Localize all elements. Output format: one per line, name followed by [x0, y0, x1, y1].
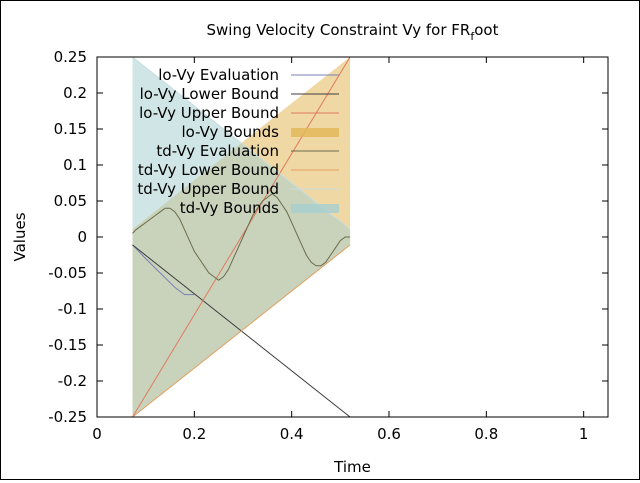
x-axis-label: Time: [333, 458, 371, 476]
x-tick-label: 0.2: [182, 425, 206, 443]
legend-label-td-vy-upper-bound: td-Vy Upper Bound: [137, 180, 279, 198]
x-tick-label: 0: [92, 425, 102, 443]
series-line-td-vy-lower-bound: [132, 244, 351, 418]
legend-label-lo-vy-bounds: lo-Vy Bounds: [182, 123, 280, 141]
legend-label-lo-vy-upper-bound: lo-Vy Upper Bound: [139, 104, 279, 122]
chart-title: Swing Velocity Constraint Vy for FRfoot: [207, 21, 499, 43]
legend-swatch-lo-vy-bounds: [291, 128, 339, 137]
y-tick-label: -0.25: [48, 408, 87, 426]
legend-label-td-vy-lower-bound: td-Vy Lower Bound: [138, 161, 279, 179]
y-tick-label: -0.2: [58, 372, 87, 390]
y-tick-label: 0.05: [54, 192, 87, 210]
y-tick-label: 0.25: [54, 48, 87, 66]
chart-title-tail: oot: [474, 21, 498, 39]
legend-label-td-vy-evaluation: td-Vy Evaluation: [156, 142, 279, 160]
y-tick-label: 0.1: [63, 156, 87, 174]
y-tick-label: 0.2: [63, 84, 87, 102]
tick-layer: 0 0.2 0.4 0.6 0.8 1 -0.25 -0.2 -0.15 -0.1 -0.05 0 0.…: [48, 48, 608, 443]
series-line-td-vy-evaluation: [132, 193, 351, 281]
series-line-lo-vy-evaluation: [132, 244, 195, 296]
x-tick-label: 0.8: [474, 425, 498, 443]
x-tick-label: 0.4: [280, 425, 304, 443]
legend-label-lo-vy-lower-bound: lo-Vy Lower Bound: [140, 85, 279, 103]
legend-label-lo-vy-evaluation: lo-Vy Evaluation: [158, 66, 279, 84]
series-line-lo-vy-upper-bound: [132, 56, 351, 418]
y-tick-label: -0.05: [48, 264, 87, 282]
chart-title-subscript: f: [470, 30, 475, 43]
y-tick-label: 0.15: [54, 120, 87, 138]
series-line-td-vy-upper-bound: [132, 56, 351, 230]
y-tick-label: -0.1: [58, 300, 87, 318]
y-axis-label: Values: [11, 212, 29, 261]
chart-title-main: Swing Velocity Constraint Vy for FR: [207, 21, 471, 39]
line-layer: [132, 56, 351, 418]
legend-label-td-vy-bounds: td-Vy Bounds: [180, 199, 279, 217]
x-tick-label: 0.6: [377, 425, 401, 443]
y-tick-label: 0: [77, 228, 87, 246]
x-tick-label: 1: [579, 425, 589, 443]
y-tick-label: -0.15: [48, 336, 87, 354]
legend-swatch-td-vy-bounds: [291, 204, 339, 213]
